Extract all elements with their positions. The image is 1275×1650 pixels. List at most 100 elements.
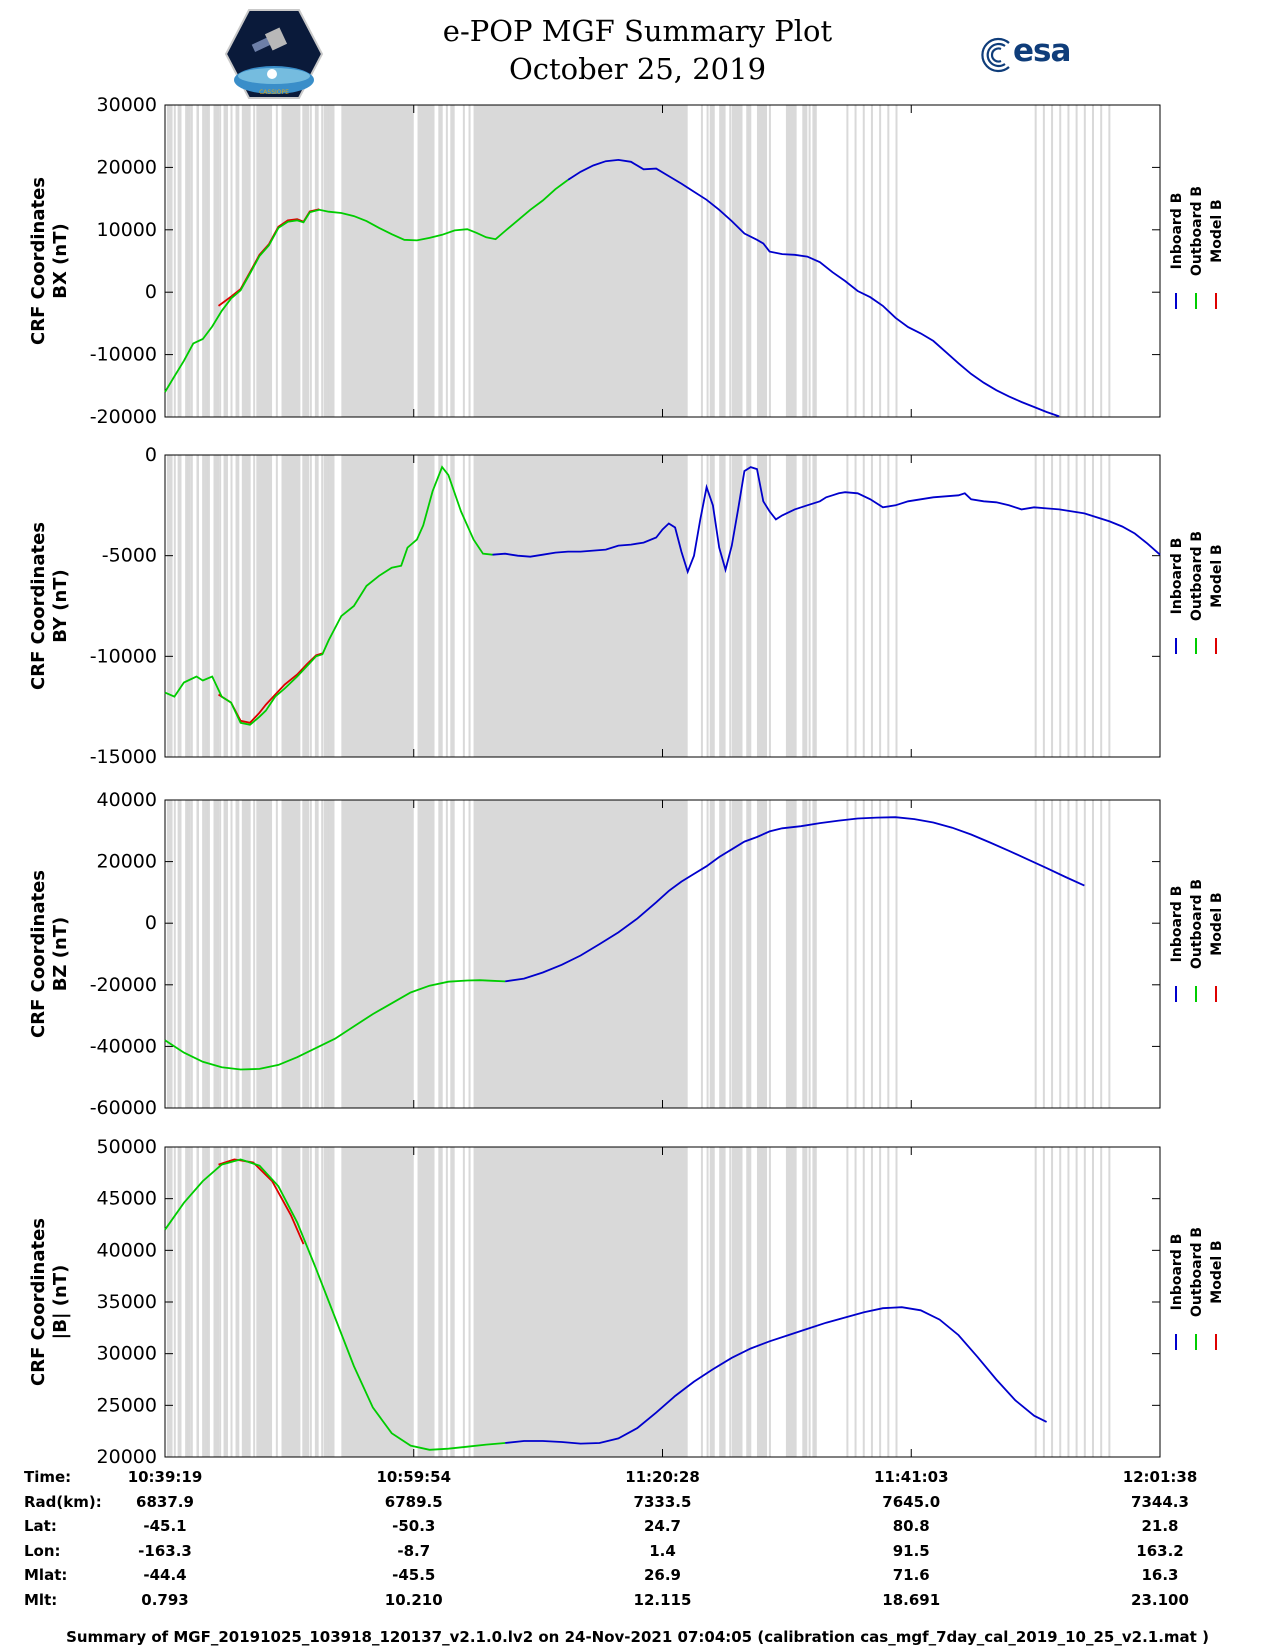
coverage-band bbox=[1091, 105, 1094, 417]
coverage-band bbox=[315, 105, 318, 417]
coverage-band bbox=[746, 105, 749, 417]
coverage-band bbox=[440, 1147, 443, 1457]
y-tick-label: 20000 bbox=[97, 851, 157, 873]
coverage-band bbox=[879, 800, 882, 1108]
coverage-band bbox=[808, 1147, 811, 1457]
coverage-band bbox=[202, 455, 205, 757]
coverage-band bbox=[1067, 455, 1070, 757]
coverage-band bbox=[423, 800, 426, 1108]
info-cell: 6837.9 bbox=[136, 1492, 194, 1511]
coverage-band bbox=[418, 1147, 435, 1457]
esa-swirl-icon bbox=[981, 37, 1010, 73]
coverage-band bbox=[1067, 105, 1070, 417]
y-tick-label: 0 bbox=[145, 444, 157, 466]
coverage-band bbox=[468, 455, 471, 757]
legend-label: Model B bbox=[1209, 199, 1225, 262]
coverage-band bbox=[731, 800, 743, 1108]
coverage-band bbox=[341, 800, 414, 1108]
coverage-band bbox=[719, 1147, 726, 1457]
coverage-band bbox=[700, 105, 703, 417]
coverage-shading bbox=[166, 105, 1111, 417]
coverage-band bbox=[179, 800, 182, 1108]
coverage-band bbox=[236, 105, 239, 417]
coverage-band bbox=[236, 1147, 239, 1457]
cassiope-logo-text: CASSIOPE bbox=[259, 89, 289, 96]
y-axis-label: CRF Coordinates|B| (nT) bbox=[28, 1218, 71, 1386]
coverage-band bbox=[729, 455, 732, 757]
info-cell: 23.100 bbox=[1131, 1590, 1189, 1609]
coverage-band bbox=[450, 800, 455, 1108]
coverage-band bbox=[332, 105, 335, 417]
coverage-band bbox=[215, 455, 220, 757]
coverage-band bbox=[462, 105, 465, 417]
coverage-band bbox=[768, 800, 771, 1108]
coverage-band bbox=[341, 1147, 414, 1457]
coverage-band bbox=[1108, 1147, 1111, 1457]
coverage-band bbox=[256, 1147, 273, 1457]
coverage-band bbox=[219, 105, 222, 417]
coverage-band bbox=[462, 1147, 465, 1457]
y-tick-label: 20000 bbox=[97, 1446, 157, 1468]
coverage-shading bbox=[166, 1147, 1111, 1457]
coverage-band bbox=[1091, 1147, 1094, 1457]
coverage-shading bbox=[166, 800, 1111, 1108]
y-axis-label-line: BX (nT) bbox=[50, 223, 71, 298]
coverage-band bbox=[756, 800, 768, 1108]
coverage-band bbox=[326, 1147, 329, 1457]
coverage-band bbox=[700, 800, 703, 1108]
coverage-band bbox=[723, 105, 726, 417]
coverage-band bbox=[304, 800, 307, 1108]
coverage-band bbox=[440, 105, 443, 417]
coverage-band bbox=[808, 455, 811, 757]
coverage-band bbox=[763, 1147, 766, 1457]
coverage-band bbox=[1051, 105, 1054, 417]
coverage-band bbox=[879, 105, 882, 417]
coverage-band bbox=[700, 1147, 703, 1457]
info-row-label: Lat: bbox=[24, 1517, 57, 1535]
coverage-band bbox=[190, 455, 193, 757]
coverage-band bbox=[204, 455, 210, 757]
info-cell: 26.9 bbox=[643, 1566, 681, 1584]
coverage-band bbox=[1042, 455, 1045, 757]
y-tick-label: 25000 bbox=[97, 1394, 157, 1416]
coverage-band bbox=[224, 105, 227, 417]
coverage-band bbox=[275, 455, 278, 757]
coverage-band bbox=[309, 105, 312, 417]
coverage-band bbox=[802, 1147, 808, 1457]
coverage-band bbox=[814, 800, 817, 1108]
coverage-band bbox=[895, 455, 898, 757]
coverage-band bbox=[1108, 455, 1111, 757]
info-cell: 1.4 bbox=[649, 1541, 676, 1560]
coverage-band bbox=[895, 105, 898, 417]
coverage-band bbox=[281, 105, 301, 417]
coverage-band bbox=[768, 455, 771, 757]
coverage-band bbox=[706, 1147, 709, 1457]
coverage-band bbox=[1067, 1147, 1070, 1457]
coverage-band bbox=[450, 455, 455, 757]
coverage-band bbox=[895, 800, 898, 1108]
coverage-band bbox=[462, 800, 465, 1108]
coverage-band bbox=[168, 455, 171, 757]
coverage-band bbox=[1100, 1147, 1103, 1457]
coverage-band bbox=[1034, 105, 1037, 417]
coverage-band bbox=[1034, 1147, 1037, 1457]
legend-label: Model B bbox=[1209, 1240, 1225, 1303]
coverage-band bbox=[213, 800, 216, 1108]
coverage-band bbox=[729, 105, 732, 417]
coverage-band bbox=[862, 800, 865, 1108]
coverage-band bbox=[468, 105, 471, 417]
coverage-band bbox=[230, 800, 233, 1108]
coverage-band bbox=[473, 800, 688, 1108]
coverage-shading bbox=[166, 455, 1111, 757]
coverage-band bbox=[241, 1147, 244, 1457]
coverage-band bbox=[185, 800, 188, 1108]
coverage-band bbox=[700, 455, 703, 757]
series-outboard-line bbox=[164, 979, 506, 1071]
coverage-band bbox=[763, 800, 766, 1108]
y-axis-label: CRF CoordinatesBY (nT) bbox=[28, 522, 71, 690]
series-inboard-line bbox=[492, 466, 1161, 575]
coverage-band bbox=[808, 105, 811, 417]
legend: Inboard B Outboard B Model B bbox=[1169, 531, 1225, 654]
info-cell: 12.115 bbox=[633, 1590, 692, 1609]
coverage-band bbox=[168, 105, 171, 417]
